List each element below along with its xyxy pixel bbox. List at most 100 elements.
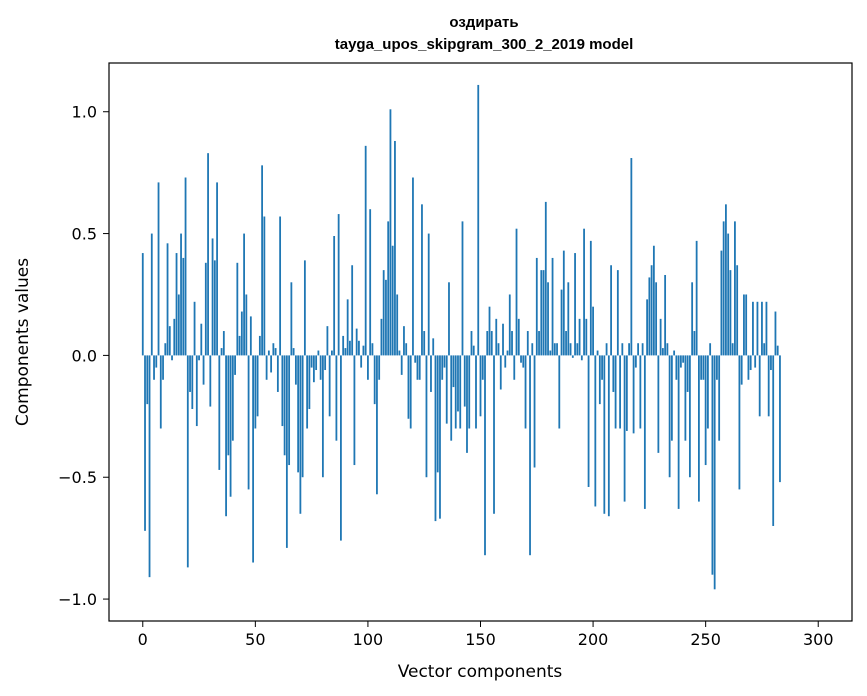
bar-70 (299, 355, 302, 514)
y-tick-label: 1.0 (72, 103, 97, 122)
bar-59 (274, 348, 277, 356)
bar-22 (191, 355, 194, 410)
bar-74 (308, 355, 311, 410)
bar-174 (533, 355, 536, 468)
bar-99 (364, 145, 367, 356)
bar-164 (511, 331, 513, 356)
bar-256 (718, 355, 721, 441)
bar-282 (776, 345, 779, 356)
bar-65 (288, 355, 291, 466)
bar-97 (360, 355, 363, 368)
bar-149 (477, 84, 480, 356)
bar-188 (565, 331, 567, 356)
bar-216 (628, 343, 630, 356)
bar-3 (148, 355, 151, 578)
bar-28 (204, 262, 207, 356)
bar-206 (605, 343, 608, 356)
bar-234 (668, 355, 671, 478)
bar-66 (290, 282, 293, 356)
bar-221 (639, 355, 642, 429)
bar-137 (450, 355, 453, 441)
bar-273 (756, 301, 759, 356)
bar-246 (695, 240, 698, 356)
bar-92 (349, 340, 351, 356)
bar-155 (490, 331, 493, 356)
bar-112 (394, 140, 396, 356)
bar-252 (709, 343, 712, 356)
bar-280 (772, 355, 775, 526)
bar-113 (396, 294, 399, 356)
bar-150 (479, 355, 482, 417)
bar-128 (430, 355, 432, 392)
bar-215 (625, 355, 628, 431)
bar-185 (558, 355, 561, 429)
bar-35 (220, 348, 223, 356)
bar-172 (529, 355, 531, 556)
y-tick-label: −0.5 (58, 468, 97, 487)
bar-244 (691, 282, 694, 356)
bar-42 (236, 262, 239, 356)
plot-area-frame (108, 62, 853, 622)
bar-233 (666, 343, 669, 356)
bar-260 (727, 233, 730, 356)
bar-100 (367, 355, 369, 380)
y-tick-label: 0.0 (72, 346, 97, 365)
bar-266 (740, 355, 743, 385)
bar-213 (621, 343, 624, 356)
y-axis-label: Components values (13, 258, 33, 426)
bar-222 (641, 343, 644, 356)
bar-199 (589, 240, 592, 356)
bar-218 (632, 355, 635, 434)
bar-130 (434, 355, 437, 522)
bar-5 (153, 355, 155, 380)
bar-249 (702, 355, 705, 380)
bar-1 (144, 355, 146, 531)
bar-224 (646, 299, 649, 356)
bar-45 (243, 233, 245, 356)
bar-62 (281, 355, 284, 427)
x-tick-label: 50 (245, 630, 265, 649)
bar-88 (340, 355, 342, 541)
bar-134 (443, 355, 446, 368)
bar-179 (544, 201, 547, 356)
bar-125 (423, 331, 426, 356)
bar-170 (524, 355, 527, 429)
bar-36 (222, 331, 225, 356)
bar-83 (328, 355, 331, 417)
bar-281 (774, 311, 777, 356)
bar-275 (761, 301, 763, 356)
bar-126 (425, 355, 428, 478)
bar-129 (432, 338, 435, 356)
bar-71 (301, 355, 304, 478)
bars-group (141, 84, 781, 590)
bar-14 (173, 318, 176, 356)
x-tick-label: 250 (690, 630, 721, 649)
bar-94 (353, 355, 356, 466)
bar-123 (418, 355, 421, 380)
bar-101 (369, 209, 372, 356)
bar-53 (261, 165, 263, 356)
bar-250 (704, 355, 707, 466)
bar-57 (270, 355, 273, 373)
bar-63 (283, 355, 286, 456)
bar-184 (556, 343, 558, 356)
bar-142 (461, 221, 464, 356)
bar-144 (466, 355, 468, 453)
bar-202 (596, 350, 599, 356)
bar-175 (535, 257, 538, 356)
bar-10 (164, 343, 167, 356)
x-tick-label: 100 (353, 630, 384, 649)
bar-203 (598, 355, 601, 405)
bar-29 (207, 153, 209, 356)
bar-243 (688, 355, 691, 478)
bar-229 (657, 355, 660, 453)
bar-86 (335, 355, 338, 441)
bar-158 (497, 343, 500, 356)
bar-194 (578, 318, 581, 356)
bar-118 (407, 355, 410, 419)
bar-283 (779, 355, 781, 483)
bar-20 (186, 355, 189, 568)
bar-54 (263, 216, 266, 356)
bar-116 (403, 326, 405, 356)
bar-81 (324, 355, 327, 371)
